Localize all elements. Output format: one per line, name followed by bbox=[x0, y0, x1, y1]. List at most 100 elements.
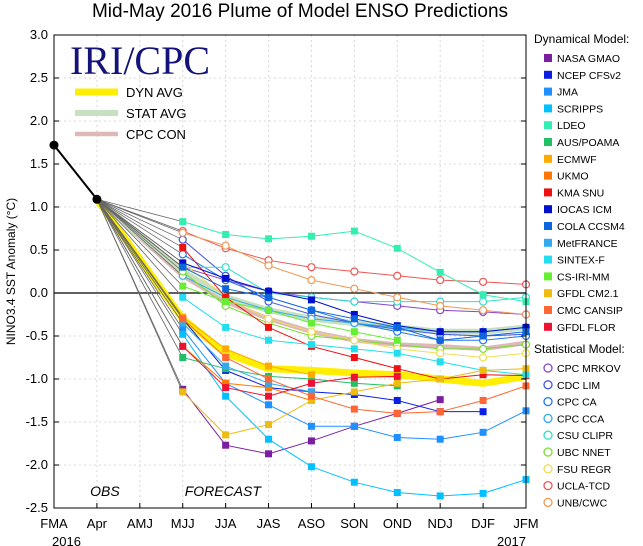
data-point bbox=[307, 422, 315, 430]
data-point bbox=[479, 408, 487, 416]
legend-swatch bbox=[543, 447, 553, 457]
legend-swatch bbox=[544, 289, 552, 298]
data-point bbox=[307, 319, 315, 327]
data-point bbox=[436, 328, 444, 336]
data-point bbox=[307, 263, 316, 272]
data-point bbox=[307, 379, 315, 387]
data-point bbox=[393, 372, 401, 380]
series-connector bbox=[96, 198, 183, 248]
data-point bbox=[265, 450, 273, 458]
data-point bbox=[350, 422, 358, 430]
series-cs-iri-mm bbox=[96, 198, 401, 344]
data-point bbox=[350, 379, 358, 387]
data-point bbox=[478, 353, 488, 362]
obs-point bbox=[92, 194, 102, 204]
legend-swatch bbox=[544, 154, 552, 163]
legend-label: COLA CCSM4 bbox=[557, 221, 625, 233]
legend-swatch bbox=[544, 272, 552, 281]
data-point bbox=[307, 463, 315, 471]
data-point bbox=[265, 306, 273, 314]
y-tick-label: -1.0 bbox=[26, 371, 48, 386]
data-point bbox=[479, 428, 487, 436]
series-connector bbox=[96, 198, 184, 287]
data-point bbox=[179, 282, 187, 290]
data-point bbox=[264, 314, 273, 323]
legend-label: CDC LIM bbox=[557, 380, 600, 392]
x-tick-label: DJF bbox=[471, 516, 495, 531]
y-tick-label: -1.5 bbox=[26, 414, 48, 429]
data-point bbox=[222, 392, 230, 400]
avg-legend-label: DYN AVG bbox=[126, 85, 183, 100]
data-point bbox=[222, 323, 230, 331]
data-point bbox=[265, 421, 273, 429]
data-point bbox=[307, 392, 315, 400]
y-tick-label: 2.0 bbox=[30, 113, 48, 128]
data-point bbox=[179, 342, 187, 350]
legend-label: SINTEX-F bbox=[557, 255, 605, 267]
data-point bbox=[307, 375, 315, 383]
data-point bbox=[393, 349, 401, 357]
legend-swatch bbox=[544, 104, 552, 113]
avg-line-dyn-avg bbox=[93, 195, 530, 387]
x-tick-label: FMA bbox=[40, 516, 68, 531]
x-tick-label: JAS bbox=[257, 516, 281, 531]
data-point bbox=[179, 293, 187, 301]
legend-swatch bbox=[543, 380, 553, 390]
data-point bbox=[221, 263, 230, 272]
x-tick-label: Apr bbox=[87, 516, 108, 531]
data-point bbox=[393, 397, 401, 404]
data-point bbox=[222, 231, 230, 239]
data-point bbox=[393, 244, 401, 252]
end-year-label: 2017 bbox=[497, 534, 526, 546]
data-point bbox=[265, 384, 273, 392]
data-point bbox=[179, 388, 187, 396]
series-connector bbox=[96, 199, 184, 320]
average-legend: DYN AVG STAT AVG CPC CON bbox=[75, 85, 186, 142]
series-connector bbox=[96, 199, 184, 358]
data-point bbox=[350, 336, 359, 345]
data-point bbox=[393, 365, 401, 373]
legend-swatch bbox=[543, 480, 553, 491]
data-point bbox=[265, 401, 273, 409]
data-point bbox=[436, 375, 444, 383]
data-point bbox=[265, 435, 273, 443]
y-tick-label: 0.0 bbox=[30, 285, 48, 300]
data-point bbox=[307, 296, 315, 304]
data-point bbox=[265, 293, 273, 301]
y-axis-label: NINO3.4 SST Anomaly (°C) bbox=[4, 198, 18, 345]
data-point bbox=[393, 489, 401, 497]
data-point bbox=[436, 358, 444, 366]
y-tick-label: 1.5 bbox=[30, 156, 48, 171]
avg-legend-label: CPC CON bbox=[126, 127, 186, 142]
data-point bbox=[179, 330, 187, 338]
x-tick-label: JFM bbox=[513, 516, 538, 531]
series-connector bbox=[96, 198, 183, 255]
legend-label: CPC CCA bbox=[557, 413, 604, 425]
data-point bbox=[436, 336, 444, 344]
statistical-legend-title: Statistical Model: bbox=[534, 342, 625, 356]
y-tick-label: -2.0 bbox=[26, 457, 48, 472]
legend-swatch bbox=[544, 205, 552, 214]
data-point bbox=[265, 235, 273, 243]
data-point bbox=[307, 232, 315, 240]
data-point bbox=[350, 328, 358, 336]
data-point bbox=[350, 345, 358, 353]
data-point bbox=[479, 371, 487, 379]
series-line bbox=[182, 357, 398, 387]
data-point bbox=[178, 235, 187, 244]
model-series bbox=[96, 198, 531, 500]
data-point bbox=[393, 336, 401, 344]
legend-swatch bbox=[543, 430, 553, 440]
data-point bbox=[350, 373, 358, 381]
data-point bbox=[478, 277, 488, 286]
y-tick-label: -2.5 bbox=[26, 500, 48, 515]
legend-swatch bbox=[544, 255, 552, 264]
x-tick-label: MJJ bbox=[171, 516, 195, 531]
data-point bbox=[478, 297, 488, 306]
data-point bbox=[179, 259, 187, 267]
data-point bbox=[350, 405, 358, 413]
data-point bbox=[436, 268, 444, 276]
legend-label: MetFRANCE bbox=[557, 238, 618, 250]
series-connector bbox=[96, 198, 183, 234]
